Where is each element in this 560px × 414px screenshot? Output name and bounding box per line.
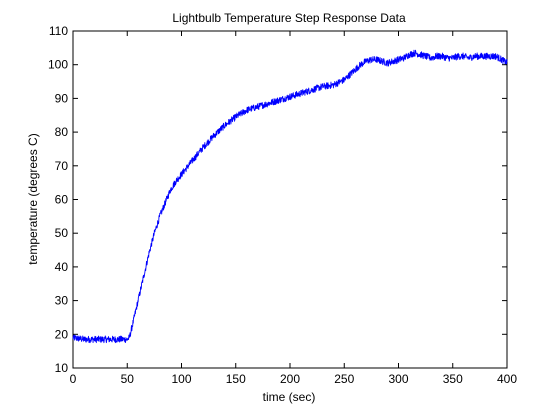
x-tick-label: 0 (70, 372, 77, 386)
x-tick-label: 250 (334, 372, 354, 386)
y-tick-label: 110 (49, 24, 68, 38)
y-tick-label: 100 (48, 58, 68, 72)
y-tick-label: 70 (55, 159, 69, 173)
y-tick-label: 60 (55, 193, 69, 207)
y-tick-label: 30 (55, 294, 69, 308)
x-tick-label: 200 (280, 372, 300, 386)
plot-area (72, 30, 508, 369)
x-tick-label: 350 (443, 372, 463, 386)
x-tick-label: 50 (121, 372, 135, 386)
series-line (72, 49, 508, 344)
y-tick-label: 40 (55, 260, 69, 274)
x-tick-label: 300 (388, 372, 408, 386)
tick-layer: 0 50 100 150 200 250 300 350 400 10 20 30 40 50 60 70 80… (48, 24, 517, 386)
y-tick-label: 50 (55, 226, 69, 240)
series-layer (72, 49, 508, 344)
y-axis-label: temperature (degrees C) (26, 133, 40, 264)
y-tick-label: 80 (55, 125, 69, 139)
y-tick-label: 20 (55, 327, 69, 341)
x-tick-label: 150 (226, 372, 246, 386)
y-tick-label: 90 (55, 91, 69, 105)
y-tick-label: 10 (55, 361, 69, 375)
x-tick-label: 100 (171, 372, 191, 386)
x-axis-label: time (sec) (263, 390, 316, 404)
x-tick-label: 400 (497, 372, 517, 386)
chart-title: Lightbulb Temperature Step Response Data (172, 11, 406, 25)
